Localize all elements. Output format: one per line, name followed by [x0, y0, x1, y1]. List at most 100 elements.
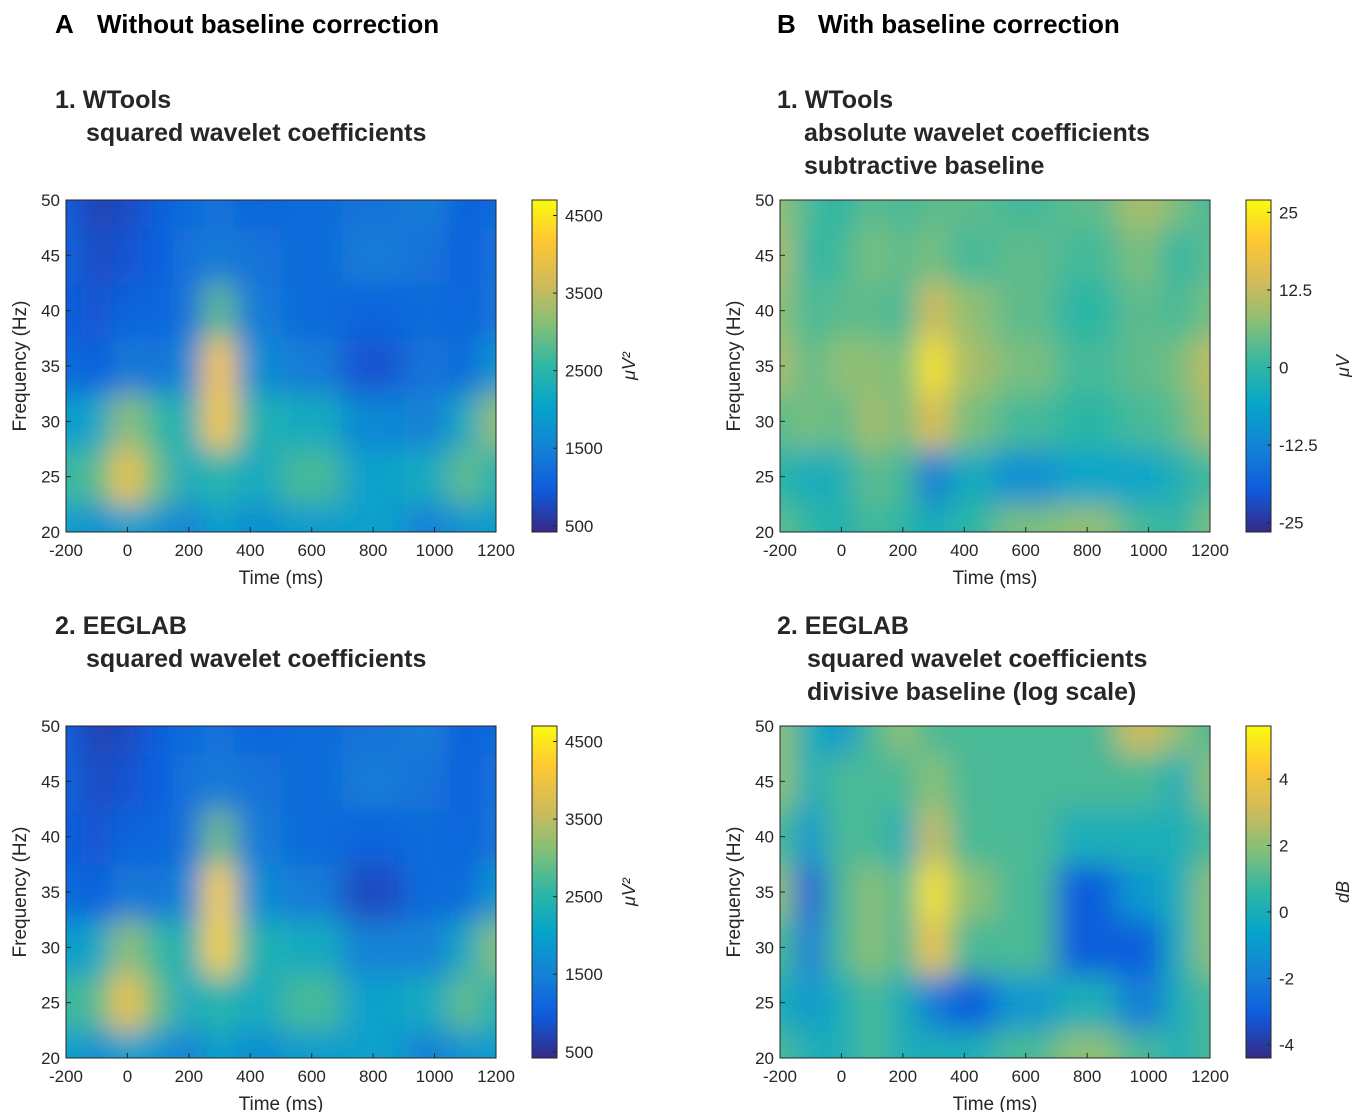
colorbar: [531, 725, 558, 1059]
cell: [111, 448, 144, 505]
cell: [917, 200, 950, 229]
cell: [173, 393, 205, 450]
cell: [480, 337, 496, 395]
y-tick-label: 50: [755, 717, 774, 736]
x-tick-label: 600: [298, 541, 326, 560]
cell: [917, 393, 950, 450]
cell: [142, 753, 174, 810]
cell: [856, 337, 888, 395]
cell: [80, 337, 113, 395]
y-tick-label: 35: [755, 357, 774, 376]
cell: [856, 726, 888, 755]
x-axis-label: Time (ms): [239, 568, 324, 589]
x-tick-label: -200: [763, 541, 797, 560]
cell: [994, 808, 1057, 865]
cell: [780, 227, 796, 284]
cell: [1163, 808, 1196, 865]
cell: [280, 337, 343, 395]
colorbar-tick-label: 3500: [565, 284, 603, 303]
cell: [825, 753, 858, 810]
cell: [66, 863, 82, 921]
x-tick-label: 1000: [416, 1067, 454, 1086]
cell: [203, 200, 236, 229]
x-tick-label: 800: [359, 541, 387, 560]
cell: [1117, 393, 1165, 450]
cell: [856, 753, 888, 810]
cell: [887, 808, 919, 865]
cell: [449, 503, 482, 532]
colorbar: [1245, 725, 1272, 1059]
cell: [1117, 282, 1165, 339]
cell: [80, 753, 113, 810]
cell: [280, 393, 343, 450]
y-tick-label: 40: [755, 302, 774, 321]
cell: [794, 974, 827, 1031]
cell: [1194, 337, 1210, 395]
cell: [825, 448, 858, 505]
x-tick-label: 1200: [477, 541, 515, 560]
cell: [917, 1029, 950, 1058]
y-axis-label: Frequency (Hz): [724, 827, 745, 958]
cell: [1055, 393, 1119, 450]
cell: [1194, 753, 1210, 810]
cell: [1163, 337, 1196, 395]
cell: [887, 393, 919, 450]
x-tick-label: 1200: [1191, 541, 1229, 560]
panel-title: 1. WTools: [777, 86, 893, 114]
cell: [403, 503, 451, 532]
cell: [341, 337, 405, 395]
y-tick-label: 40: [41, 302, 60, 321]
cell: [173, 863, 205, 921]
cell: [173, 726, 205, 755]
cell: [1163, 1029, 1196, 1058]
cell: [403, 448, 451, 505]
cell: [994, 282, 1057, 339]
cell: [111, 726, 144, 755]
x-tick-label: 1200: [477, 1067, 515, 1086]
cell: [1117, 863, 1165, 921]
cell: [280, 200, 343, 229]
cell: [780, 726, 796, 755]
cell: [480, 808, 496, 865]
cell: [480, 1029, 496, 1058]
cell: [856, 448, 888, 505]
cell: [280, 808, 343, 865]
x-tick-label: 800: [1073, 1067, 1101, 1086]
panel-title: squared wavelet coefficients: [807, 645, 1147, 673]
cell: [948, 726, 996, 755]
cell: [917, 337, 950, 395]
cell: [887, 282, 919, 339]
cell: [780, 200, 796, 229]
x-tick-label: 800: [1073, 541, 1101, 560]
cell: [111, 919, 144, 976]
cell: [403, 726, 451, 755]
cell: [948, 200, 996, 229]
cell: [66, 974, 82, 1031]
cell: [234, 393, 282, 450]
cell: [794, 227, 827, 284]
x-tick-label: 600: [298, 1067, 326, 1086]
colorbar-tick-label: 2: [1279, 837, 1288, 856]
cell: [142, 200, 174, 229]
cell: [66, 1029, 82, 1058]
y-tick-label: 20: [755, 1049, 774, 1068]
cell: [449, 448, 482, 505]
cell: [449, 974, 482, 1031]
cell: [794, 393, 827, 450]
cell: [234, 227, 282, 284]
cell: [794, 200, 827, 229]
cell: [1194, 974, 1210, 1031]
cell: [403, 808, 451, 865]
x-tick-label: 400: [950, 541, 978, 560]
heatmap-cells: [780, 726, 1210, 1058]
cell: [480, 726, 496, 755]
cell: [1163, 393, 1196, 450]
cell: [203, 337, 236, 395]
cell: [80, 726, 113, 755]
cell: [1117, 974, 1165, 1031]
cell: [403, 974, 451, 1031]
cell: [203, 808, 236, 865]
cell: [480, 227, 496, 284]
cell: [1163, 503, 1196, 532]
cell: [1117, 503, 1165, 532]
